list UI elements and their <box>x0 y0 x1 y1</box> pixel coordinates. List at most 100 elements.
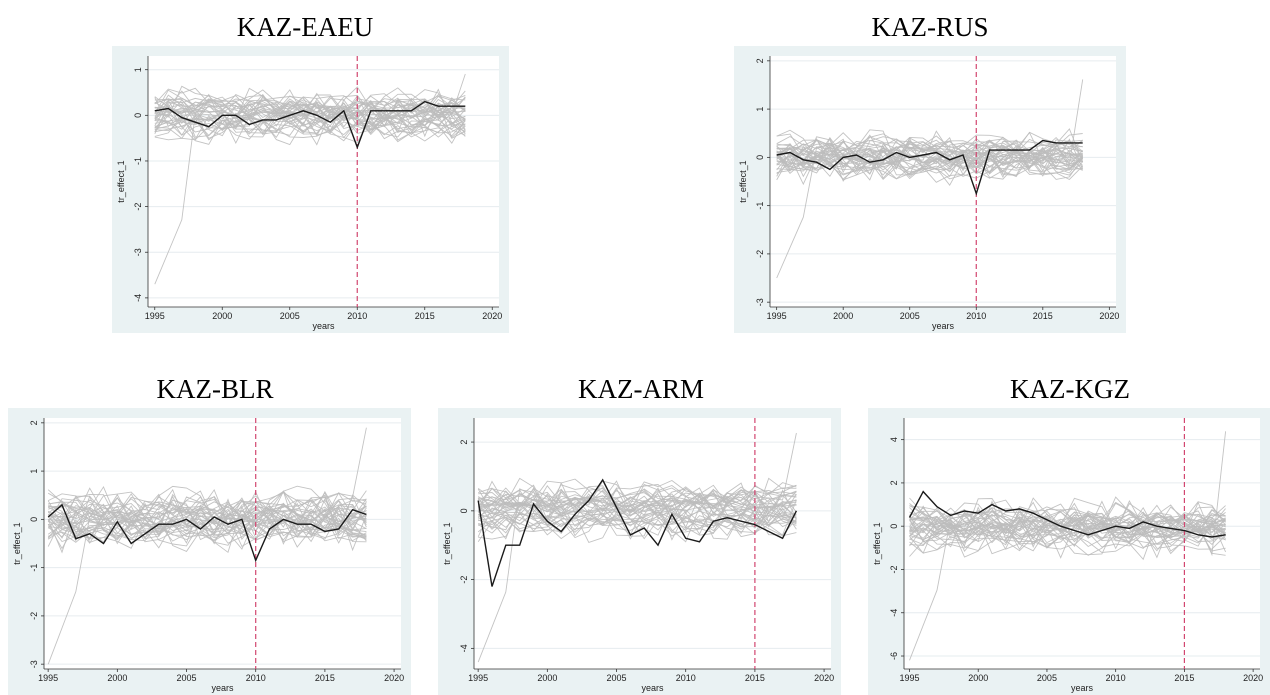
x-tick-label: 2000 <box>212 311 232 321</box>
placebo-series-line <box>47 513 367 543</box>
x-tick-label: 1995 <box>145 311 165 321</box>
y-tick-label: 0 <box>755 155 765 160</box>
y-tick-label: 0 <box>459 508 469 513</box>
y-tick-label: -6 <box>889 652 899 660</box>
treated-series-line <box>776 139 1083 196</box>
x-tick-label: 2005 <box>900 311 920 321</box>
placebo-series-line <box>154 117 466 132</box>
placebo-series-line <box>909 523 1226 551</box>
x-tick-label: 2000 <box>968 673 988 683</box>
placebo-series-line <box>154 111 466 125</box>
placebo-series-line <box>478 509 797 540</box>
x-tick-label: 2015 <box>745 673 765 683</box>
panel-title-kaz-arm: KAZ-ARM <box>578 374 704 404</box>
chart-svg-kaz-blr: 2 1 0 -1 -2 -3 1995 2000 2005 2010 2015 2020 years tr… <box>12 418 404 693</box>
placebo-series-line <box>154 94 466 116</box>
plot-area <box>44 418 401 669</box>
x-tick-label: 2020 <box>384 673 404 683</box>
x-tick-label: 2005 <box>1037 673 1057 683</box>
treated-series-line <box>908 490 1226 538</box>
x-tick-label: 2010 <box>676 673 696 683</box>
y-tick-label: 0 <box>133 113 143 118</box>
y-tick-label: -1 <box>133 157 143 165</box>
placebo-series-line <box>154 113 466 134</box>
treated-series-line <box>47 503 367 563</box>
placebo-series-line <box>47 490 367 530</box>
placebo-series-line <box>47 506 367 534</box>
placebo-series-line <box>776 139 1083 167</box>
x-tick-label: 2005 <box>177 673 197 683</box>
y-tick-label: 2 <box>755 58 765 63</box>
panel-title-kaz-blr: KAZ-BLR <box>156 374 274 404</box>
treated-series-line <box>154 100 466 150</box>
x-tick-label: 2000 <box>537 673 557 683</box>
y-tick-label: -2 <box>29 612 39 620</box>
placebo-series-line <box>776 156 1084 183</box>
placebo-series-line <box>776 139 1083 154</box>
chart-panel-kaz-kgz: 4 2 0 -2 -4 -6 1995 2000 2005 2010 2015 2020 years tr… <box>868 408 1270 695</box>
y-axis-title: tr_effect_1 <box>12 522 22 564</box>
placebo-series-line <box>478 488 797 512</box>
placebo-series-line <box>909 519 1226 561</box>
x-tick-label: 2010 <box>966 311 986 321</box>
x-tick-label: 2015 <box>1174 673 1194 683</box>
y-tick-label: 4 <box>889 437 899 442</box>
x-tick-label: 2010 <box>246 673 266 683</box>
placebo-series-line <box>47 512 367 545</box>
placebo-series-line <box>478 477 797 522</box>
placebo-series-line <box>47 491 367 528</box>
y-tick-label: 0 <box>889 524 899 529</box>
plot-area <box>770 56 1116 307</box>
placebo-series-line <box>154 103 466 146</box>
y-tick-label: -1 <box>755 202 765 210</box>
y-tick-label: 2 <box>29 420 39 425</box>
placebo-series-line <box>47 503 367 526</box>
x-tick-label: 2000 <box>107 673 127 683</box>
x-tick-label: 2015 <box>1033 311 1053 321</box>
y-axis-title: tr_effect_1 <box>442 522 452 564</box>
placebo-series-line <box>909 522 1226 559</box>
treated-series-line <box>477 478 798 587</box>
x-tick-label: 2015 <box>415 311 435 321</box>
x-tick-label: 2015 <box>315 673 335 683</box>
x-axis-title: years <box>312 321 335 331</box>
x-tick-label: 1995 <box>767 311 787 321</box>
placebo-series-line <box>48 487 367 535</box>
y-tick-label: 1 <box>29 469 39 474</box>
y-tick-label: 1 <box>133 67 143 72</box>
chart-svg-kaz-kgz: 4 2 0 -2 -4 -6 1995 2000 2005 2010 2015 2020 years tr… <box>872 418 1263 693</box>
chart-panel-kaz-eaeu: 1 0 -1 -2 -3 -4 1995 2000 2005 2010 2015 2020 years t… <box>112 46 509 333</box>
y-axis-title: tr_effect_1 <box>738 160 748 202</box>
y-tick-label: -2 <box>755 250 765 258</box>
x-tick-label: 2000 <box>833 311 853 321</box>
panel-title-kaz-eaeu: KAZ-EAEU <box>236 12 374 42</box>
y-axis-title: tr_effect_1 <box>872 522 882 564</box>
placebo-series-line <box>776 153 1083 175</box>
x-tick-label: 2010 <box>1106 673 1126 683</box>
placebo-series-line <box>776 145 1084 180</box>
y-tick-label: -4 <box>133 294 143 302</box>
x-tick-label: 1995 <box>38 673 58 683</box>
plot-area <box>474 418 831 669</box>
placebo-series-line <box>154 113 466 145</box>
placebo-series-line <box>776 133 1084 170</box>
placebo-series-line <box>776 128 1084 164</box>
chart-panel-kaz-rus: 2 1 0 -1 -2 -3 1995 2000 2005 2010 2015 2020 years tr… <box>734 46 1126 333</box>
chart-svg-kaz-arm: 2 0 -2 -4 1995 2000 2005 2010 2015 2020 years tr_ef… <box>442 418 834 693</box>
placebo-series-line <box>909 501 1226 526</box>
placebo-series-line <box>776 136 1083 174</box>
placebo-series-line <box>48 495 367 541</box>
y-tick-label: -2 <box>133 203 143 211</box>
x-axis-title: years <box>641 683 664 693</box>
placebo-series-line <box>478 494 797 511</box>
placebo-series-line <box>478 505 797 526</box>
x-tick-label: 2005 <box>280 311 300 321</box>
placebo-series-line <box>48 493 367 537</box>
y-tick-label: 1 <box>755 107 765 112</box>
panel-title-kaz-kgz: KAZ-KGZ <box>1010 374 1130 404</box>
placebo-series-line <box>477 499 797 539</box>
chart-panel-kaz-arm: 2 0 -2 -4 1995 2000 2005 2010 2015 2020 years tr_ef… <box>438 408 841 695</box>
y-tick-label: 2 <box>889 480 899 485</box>
x-tick-label: 2020 <box>1243 673 1263 683</box>
placebo-series-line <box>776 147 1083 171</box>
